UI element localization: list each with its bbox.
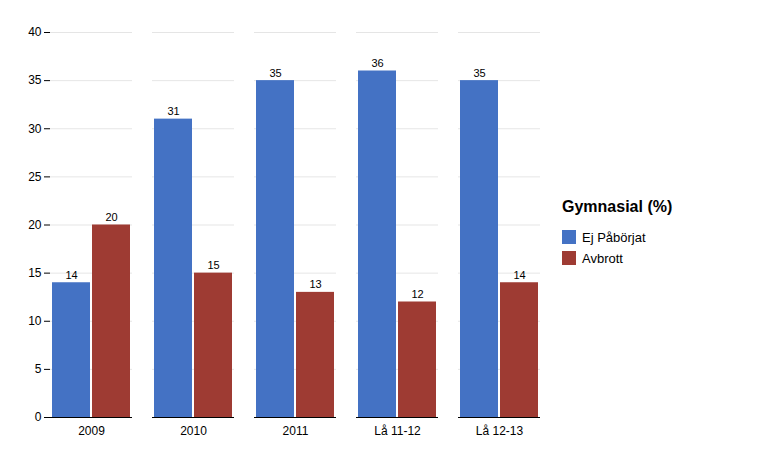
svg-text:14: 14 xyxy=(513,268,525,280)
svg-text:14: 14 xyxy=(65,268,77,280)
svg-text:36: 36 xyxy=(371,57,383,69)
svg-text:0: 0 xyxy=(35,410,42,424)
svg-text:2009: 2009 xyxy=(78,424,105,438)
svg-text:31: 31 xyxy=(167,105,179,117)
svg-text:40: 40 xyxy=(28,25,42,39)
svg-text:10: 10 xyxy=(28,314,42,328)
html-text:Ej Påbörjat: Ej Påbörjat xyxy=(582,229,646,245)
svg-text:2011: 2011 xyxy=(283,424,309,438)
svg-text:20: 20 xyxy=(105,211,117,223)
svg-text:25: 25 xyxy=(28,169,42,183)
svg-text:35: 35 xyxy=(28,73,42,87)
html-text:Gymnasial (%): Gymnasial (%) xyxy=(562,197,673,215)
svg-text:5: 5 xyxy=(35,362,42,376)
svg-text:20: 20 xyxy=(28,217,42,231)
svg-text:35: 35 xyxy=(269,66,281,78)
svg-text:12: 12 xyxy=(411,288,423,300)
svg-text:Lå 12-13: Lå 12-13 xyxy=(476,424,524,438)
svg-text:Lå 11-12: Lå 11-12 xyxy=(374,424,421,438)
svg-text:15: 15 xyxy=(28,265,42,279)
svg-text:2010: 2010 xyxy=(180,424,207,438)
html-text:Avbrott: Avbrott xyxy=(582,250,623,266)
svg-text:30: 30 xyxy=(28,121,42,135)
svg-text:13: 13 xyxy=(309,278,321,290)
svg-text:35: 35 xyxy=(473,66,485,78)
svg-text:15: 15 xyxy=(207,259,219,271)
